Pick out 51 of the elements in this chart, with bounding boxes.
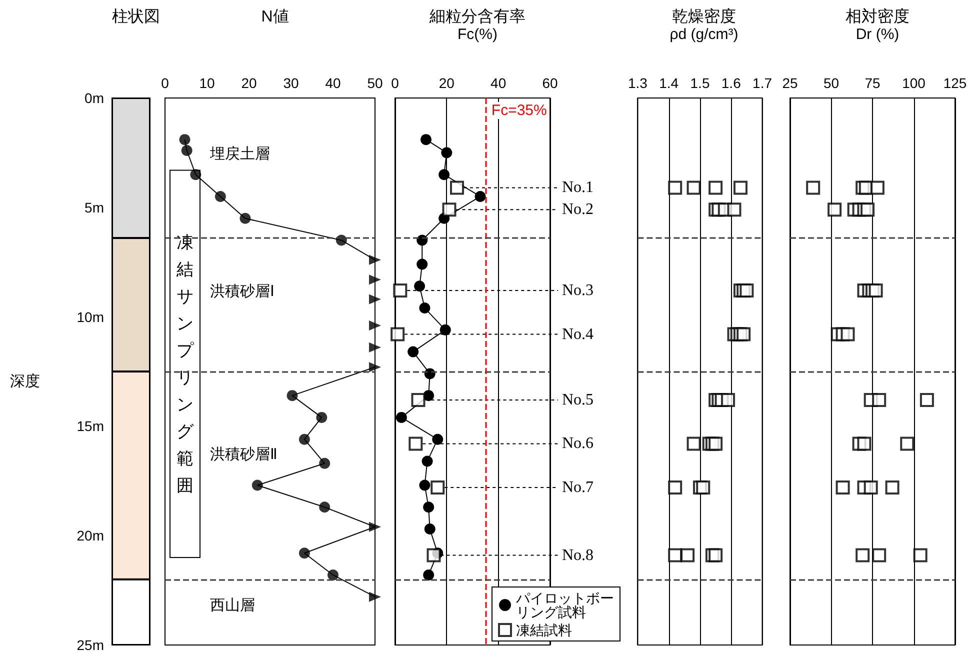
x-tick-label: 0 [391, 75, 400, 91]
chart-subtitle: Dr (%) [856, 26, 900, 43]
x-tick-label: 40 [490, 75, 506, 91]
annotation: No.5 [562, 391, 594, 408]
x-tick-label: 1.7 [752, 75, 772, 91]
x-tick-label: 75 [864, 75, 880, 91]
x-tick-label: 1.5 [690, 75, 710, 91]
annotation: 洪積砂層Ⅰ [210, 282, 274, 300]
chart-title: 相対密度 [846, 8, 910, 26]
y-tick-label: 15m [76, 418, 104, 434]
chart-subtitle: ρd (g/cm³) [670, 26, 738, 43]
x-tick-label: 50 [367, 75, 383, 91]
annotation: No.3 [562, 282, 594, 300]
x-tick-label: 1.3 [628, 75, 648, 91]
ref-line-label: Fc=35% [491, 102, 547, 119]
x-tick-label: 40 [325, 75, 341, 91]
annotation: No.6 [562, 435, 594, 452]
x-tick-label: 25 [782, 75, 798, 91]
x-tick-label: 125 [943, 75, 967, 91]
y-tick-label: 0m [84, 90, 104, 106]
annotation: No.8 [562, 546, 594, 564]
legend-label: パイロットボーリング試料 [515, 590, 614, 620]
chart-subtitle: Fc(%) [458, 26, 498, 43]
y-tick-label: 25m [76, 637, 104, 653]
y-tick-label: 5m [84, 199, 104, 216]
x-tick-label: 1.4 [659, 75, 679, 91]
y-axis-title: 深度 [10, 373, 40, 390]
x-tick-label: 100 [902, 75, 926, 91]
chart-title: N値 [261, 8, 289, 26]
annotation: No.2 [562, 201, 594, 218]
annotation: 洪積砂層Ⅱ [210, 446, 278, 464]
legend-label: 凍結試料 [516, 622, 572, 638]
annotation: No.1 [562, 179, 594, 196]
annotation: 西山層 [210, 597, 255, 614]
chart-title: 柱状図 [112, 8, 160, 26]
x-tick-label: 0 [161, 75, 170, 91]
x-tick-label: 60 [542, 75, 558, 91]
chart-title: 細粒分含有率 [428, 8, 526, 26]
annotation: No.7 [562, 478, 594, 496]
text: 凍結サンプリング範囲 [176, 232, 194, 495]
x-tick-label: 1.6 [721, 75, 742, 91]
x-tick-label: 50 [823, 75, 840, 91]
annotation: No.4 [562, 326, 594, 343]
chart-title: 乾燥密度 [672, 8, 736, 26]
y-tick-label: 20m [76, 528, 104, 544]
x-tick-label: 20 [241, 75, 257, 91]
annotation: 埋戻土層 [209, 146, 270, 163]
x-tick-label: 20 [438, 75, 455, 91]
y-tick-label: 10m [76, 308, 104, 325]
x-tick-label: 10 [199, 75, 215, 91]
x-tick-label: 30 [283, 75, 299, 91]
